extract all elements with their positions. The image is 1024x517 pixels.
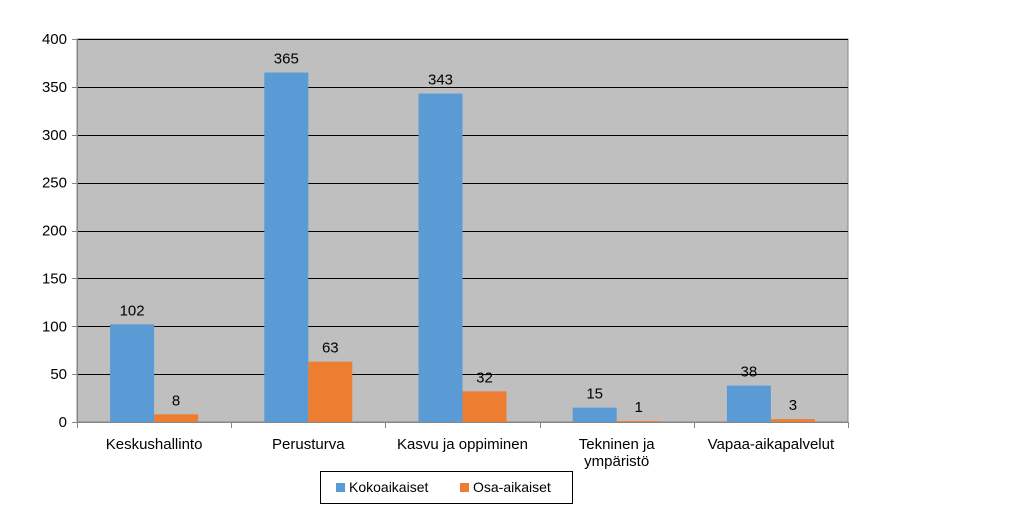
x-category-label: Perusturva (272, 436, 345, 453)
bar-osa-aikaiset (616, 421, 661, 422)
bar-kokoaikaiset (726, 385, 771, 422)
data-label: 3 (789, 397, 797, 414)
y-tick-label: 150 (42, 270, 67, 287)
bar-osa-aikaiset (154, 414, 199, 422)
bar-kokoaikaiset (264, 72, 309, 422)
y-tick-label: 300 (42, 127, 67, 144)
data-label: 63 (322, 340, 339, 357)
bar-osa-aikaiset (462, 391, 507, 422)
x-axis: Keskushallinto Perusturva Kasvu ja oppimin… (77, 422, 849, 470)
x-category-label: Kasvu ja oppiminen (397, 436, 528, 453)
data-labels: 102 365 343 15 38 8 63 32 1 3 (120, 51, 797, 417)
legend-swatch (460, 483, 469, 492)
bar-kokoaikaiset (572, 407, 617, 422)
y-tick-label: 50 (50, 366, 67, 383)
x-category-label: Keskushallinto (106, 436, 203, 453)
bar-osa-aikaiset (308, 361, 353, 422)
bars (110, 72, 815, 422)
data-label: 32 (476, 369, 493, 386)
data-label: 1 (635, 399, 643, 416)
data-label: 102 (120, 302, 145, 319)
x-category-label: Tekninen ja ympäristö (579, 436, 656, 470)
y-tick-label: 200 (42, 223, 67, 240)
data-label: 15 (586, 386, 603, 403)
y-tick-label: 400 (42, 31, 67, 48)
legend-box (320, 471, 573, 504)
bar-osa-aikaiset (770, 419, 815, 422)
legend-label: Osa-aikaiset (473, 479, 551, 495)
y-tick-label: 100 (42, 318, 67, 335)
data-label: 343 (428, 72, 453, 89)
y-tick-label: 250 (42, 175, 67, 192)
data-label: 38 (741, 364, 758, 381)
y-tick-label: 350 (42, 79, 67, 96)
y-tick-label: 0 (59, 414, 67, 431)
legend-swatch (336, 483, 345, 492)
x-category-label: Vapaa-aikapalvelut (708, 436, 835, 453)
bar-kokoaikaiset (110, 324, 155, 422)
bar-kokoaikaiset (418, 93, 463, 422)
legend-label: Kokoaikaiset (349, 479, 428, 495)
data-label: 365 (274, 51, 299, 68)
legend: Kokoaikaiset Osa-aikaiset (320, 471, 573, 504)
data-label: 8 (172, 392, 180, 409)
y-axis: 0 50 100 150 200 250 300 350 400 (42, 31, 78, 431)
